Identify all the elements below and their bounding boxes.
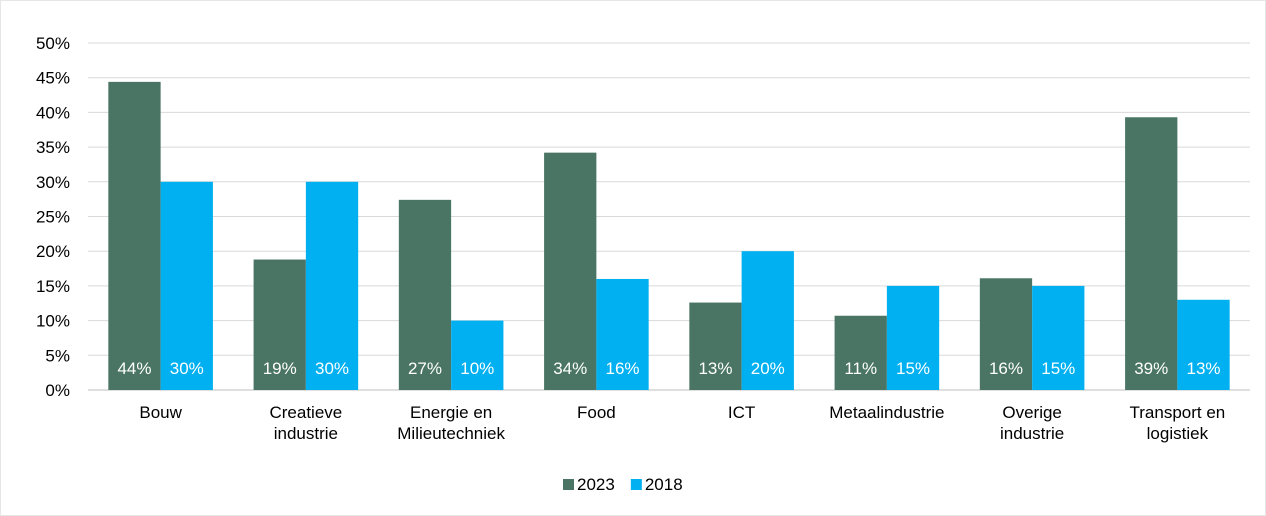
y-tick-label: 30% [36,173,70,192]
data-label: 11% [844,359,877,378]
bar [160,181,213,390]
x-tick-line: Food [577,403,616,422]
y-tick-label: 40% [36,103,70,122]
x-tick-label: Food [577,403,616,422]
x-tick-label: Bouw [139,403,182,422]
data-label: 44% [117,359,151,378]
bar [1032,285,1085,390]
y-tick-label: 35% [36,138,70,157]
data-label: 13% [698,359,732,378]
x-tick-label: Metaalindustrie [829,403,944,422]
legend-label: 2018 [645,475,683,494]
y-tick-label: 10% [36,312,70,331]
bar [689,302,742,390]
data-label: 16% [989,359,1023,378]
x-tick-label: Overige industrie [1000,403,1064,443]
data-label: 19% [263,359,297,378]
x-tick-label: Creatieve industrie [269,403,342,443]
bar [305,181,359,390]
y-tick-label: 5% [45,346,70,365]
bar [451,320,504,390]
data-label: 20% [751,359,785,378]
x-tick-line: logistiek [1147,424,1209,443]
bar [886,285,940,390]
x-tick-line: Overige [1002,403,1062,422]
x-tick-line: Energie en [410,403,492,422]
x-tick-line: Creatieve [269,403,342,422]
data-label: 15% [896,359,930,378]
data-label: 27% [408,359,442,378]
legend-swatch [630,479,642,490]
x-tick-line: Bouw [139,403,182,422]
x-tick-line: Transport en [1130,403,1226,422]
data-label: 30% [315,359,349,378]
legend-label: 2023 [577,475,615,494]
legend-swatch [563,479,574,490]
x-tick-label: Transport en logistiek [1130,403,1226,443]
x-tick-label: ICT [728,403,755,422]
bar [544,152,597,390]
data-label: 13% [1187,359,1221,378]
x-tick-line: ICT [728,403,755,422]
bar [398,199,452,390]
bar [253,259,306,390]
bar [1177,299,1230,390]
data-label: 34% [553,359,587,378]
data-label: 10% [460,359,494,378]
y-tick-label: 25% [36,208,70,227]
x-tick-label: Energie en Milieutechniek [397,403,505,443]
x-tick-line: industrie [274,424,338,443]
y-tick-label: 45% [36,69,70,88]
bar [108,81,161,390]
bar [596,278,649,390]
data-label: 16% [606,359,640,378]
bar [834,315,887,390]
y-tick-label: 15% [36,277,70,296]
data-label: 30% [170,359,204,378]
x-tick-line: Milieutechniek [397,424,505,443]
bar [741,251,794,390]
bar [979,278,1033,390]
bar [1125,117,1178,391]
data-label: 15% [1041,359,1075,378]
y-tick-label: 50% [36,34,70,53]
data-label: 39% [1134,359,1168,378]
x-tick-line: Metaalindustrie [829,403,944,422]
x-tick-line: industrie [1000,424,1064,443]
y-tick-label: 20% [36,242,70,261]
y-tick-label: 0% [45,381,70,400]
